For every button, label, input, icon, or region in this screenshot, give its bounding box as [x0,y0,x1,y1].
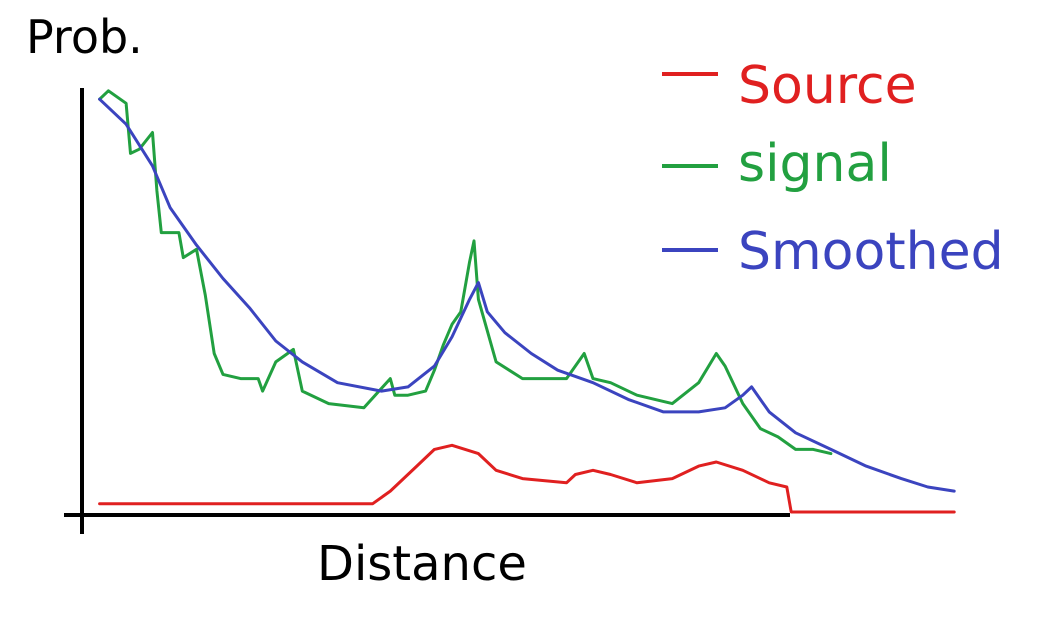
legend-swatch-signal [662,164,718,168]
legend-label-source: Source [738,56,917,116]
legend-label-signal: signal [738,134,892,194]
x-axis-label: Distance [317,536,527,592]
legend-swatch-source [662,72,718,76]
series-line-source [98,443,956,514]
y-axis-label: Prob. [26,10,143,64]
legend-label-smoothed: Smoothed [738,222,1004,282]
series-line-smoothed [98,97,956,493]
legend-swatch-smoothed [662,248,718,252]
series-line-signal [98,89,833,456]
series-layer [98,89,956,514]
